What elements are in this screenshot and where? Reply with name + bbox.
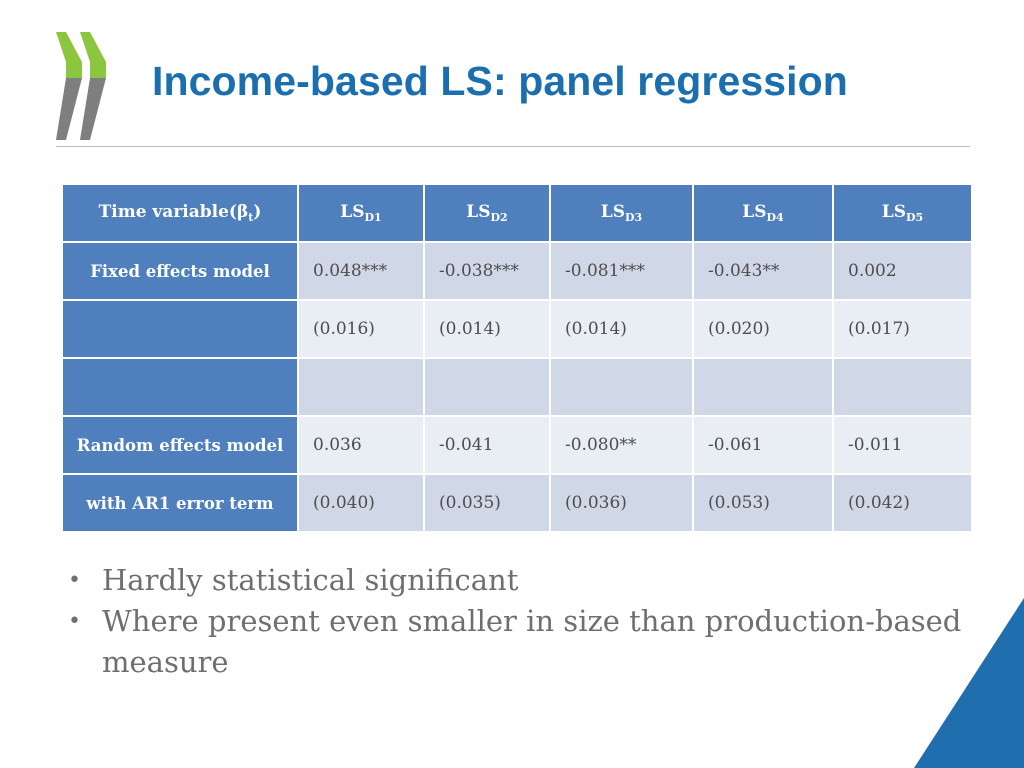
- bullet-list: • Hardly statistical significant • Where p…: [68, 560, 998, 683]
- header-time-variable-sub: t: [248, 211, 254, 224]
- header-ls-d2-sub: D2: [490, 211, 508, 224]
- bullet-item: • Where present even smaller in size than…: [68, 601, 998, 683]
- table-cell: [423, 357, 551, 417]
- table-cell: [692, 357, 834, 417]
- row-label: [61, 299, 299, 359]
- header-ls-d1-sub: D1: [364, 211, 382, 224]
- table-cell: (0.036): [549, 473, 694, 533]
- regression-table: Time variable(βt) LSD1 LSD2 LSD3 LSD4 LS…: [61, 183, 973, 533]
- header-ls-d4: LSD4: [692, 183, 834, 243]
- table-cell: (0.014): [423, 299, 551, 359]
- table-cell: 0.048***: [297, 241, 425, 301]
- table-cell: -0.081***: [549, 241, 694, 301]
- row-label: Fixed effects model: [61, 241, 299, 301]
- bullet-text: Hardly statistical significant: [102, 563, 519, 597]
- table-cell: [832, 357, 973, 417]
- table-header-row: Time variable(βt) LSD1 LSD2 LSD3 LSD4 LS…: [61, 183, 973, 243]
- table-row-random-effects: Random effects model 0.036 -0.041 -0.080…: [61, 415, 973, 475]
- header-time-variable-text: Time variable(β: [98, 202, 249, 222]
- regression-table-container: Time variable(βt) LSD1 LSD2 LSD3 LSD4 LS…: [61, 183, 973, 533]
- table-cell: -0.038***: [423, 241, 551, 301]
- bullet-item: • Hardly statistical significant: [68, 560, 998, 601]
- bullet-marker: •: [68, 568, 81, 593]
- title-divider: [56, 146, 970, 147]
- header-ls-d1-main: LS: [340, 202, 365, 222]
- table-cell: (0.035): [423, 473, 551, 533]
- table-cell: 0.036: [297, 415, 425, 475]
- row-label: Random effects model: [61, 415, 299, 475]
- row-label: [61, 357, 299, 417]
- table-cell: (0.014): [549, 299, 694, 359]
- table-cell: -0.011: [832, 415, 973, 475]
- table-cell: (0.040): [297, 473, 425, 533]
- header-ls-d2: LSD2: [423, 183, 551, 243]
- oecd-logo: [56, 32, 106, 140]
- header-ls-d4-sub: D4: [766, 211, 784, 224]
- header-ls-d3-main: LS: [600, 202, 626, 222]
- bullet-text: Where present even smaller in size than …: [102, 604, 962, 679]
- table-cell: -0.061: [692, 415, 834, 475]
- table-cell: [549, 357, 694, 417]
- slide-title: Income-based LS: panel regression: [152, 58, 848, 104]
- table-cell: (0.016): [297, 299, 425, 359]
- table-cell: (0.020): [692, 299, 834, 359]
- table-cell: -0.080**: [549, 415, 694, 475]
- header-ls-d5-main: LS: [881, 202, 907, 222]
- table-row-fixed-effects: Fixed effects model 0.048*** -0.038*** -…: [61, 241, 973, 301]
- corner-accent-shape: [914, 598, 1024, 768]
- header-ls-d3-sub: D3: [625, 211, 643, 224]
- table-cell: (0.053): [692, 473, 834, 533]
- table-row-spacer: [61, 357, 973, 417]
- table-row-fixed-effects-se: (0.016) (0.014) (0.014) (0.020) (0.017): [61, 299, 973, 359]
- table-cell: (0.017): [832, 299, 973, 359]
- header-time-variable-close: ): [253, 202, 262, 222]
- header-ls-d5: LSD5: [832, 183, 973, 243]
- header-ls-d1: LSD1: [297, 183, 425, 243]
- header-ls-d5-sub: D5: [906, 211, 924, 224]
- header-time-variable: Time variable(βt): [61, 183, 299, 243]
- table-cell: -0.043**: [692, 241, 834, 301]
- table-cell: [297, 357, 425, 417]
- table-cell: -0.041: [423, 415, 551, 475]
- row-label: with AR1 error term: [61, 473, 299, 533]
- header-ls-d4-main: LS: [742, 202, 767, 222]
- header-ls-d3: LSD3: [549, 183, 694, 243]
- bullet-marker: •: [68, 609, 81, 634]
- header-ls-d2-main: LS: [466, 202, 491, 222]
- table-cell: (0.042): [832, 473, 973, 533]
- table-cell: 0.002: [832, 241, 973, 301]
- table-row-random-effects-se: with AR1 error term (0.040) (0.035) (0.0…: [61, 473, 973, 533]
